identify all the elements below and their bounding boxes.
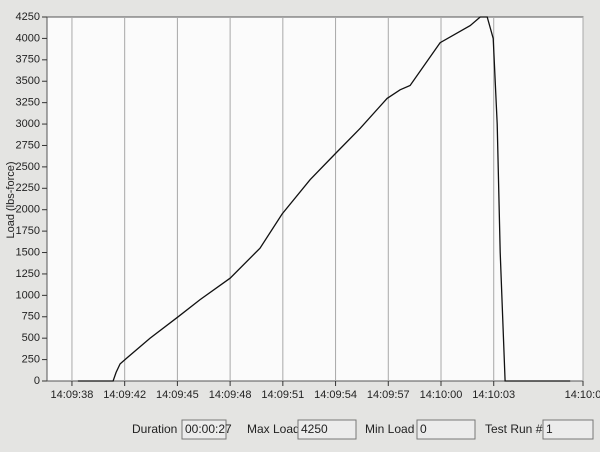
field-label: Duration bbox=[132, 422, 177, 436]
y-tick-label: 250 bbox=[22, 353, 40, 365]
x-tick-label: 14:09:57 bbox=[367, 389, 410, 401]
field-box bbox=[416, 419, 476, 440]
y-tick-label: 1750 bbox=[16, 225, 40, 237]
y-tick-label: 4250 bbox=[16, 11, 40, 23]
x-tick-label: 14:09:42 bbox=[103, 389, 146, 401]
field-value: 00:00:27 bbox=[185, 422, 232, 436]
x-tick-label: 14:10:03 bbox=[472, 389, 515, 401]
x-tick-label: 14:10:0 bbox=[565, 389, 600, 401]
y-tick-label: 500 bbox=[22, 332, 40, 344]
field-label: Test Run # bbox=[485, 422, 543, 436]
field-box bbox=[181, 419, 227, 440]
field-box bbox=[297, 419, 357, 440]
field-value: 1 bbox=[546, 422, 553, 436]
y-tick-label: 2000 bbox=[16, 204, 40, 216]
field-value: 4250 bbox=[301, 422, 328, 436]
y-tick-label: 3250 bbox=[16, 97, 40, 109]
field-label: Max Load bbox=[247, 422, 300, 436]
field-value: 0 bbox=[420, 422, 427, 436]
y-tick-label: 2750 bbox=[16, 139, 40, 151]
y-tick-label: 3500 bbox=[16, 75, 40, 87]
x-tick-label: 14:09:51 bbox=[261, 389, 304, 401]
y-tick-label: 1000 bbox=[16, 289, 40, 301]
y-tick-label: 2500 bbox=[16, 161, 40, 173]
x-tick-label: 14:09:54 bbox=[314, 389, 357, 401]
x-tick-label: 14:09:48 bbox=[209, 389, 252, 401]
y-tick-label: 750 bbox=[22, 311, 40, 323]
y-tick-label: 1250 bbox=[16, 268, 40, 280]
y-tick-label: 3750 bbox=[16, 54, 40, 66]
y-axis-label: Load (lbs-force) bbox=[5, 161, 17, 238]
y-tick-label: 2250 bbox=[16, 182, 40, 194]
x-tick-label: 14:10:00 bbox=[420, 389, 463, 401]
y-tick-label: 1500 bbox=[16, 246, 40, 258]
field-box bbox=[542, 419, 594, 440]
x-tick-label: 14:09:45 bbox=[156, 389, 199, 401]
y-tick-label: 0 bbox=[34, 375, 40, 387]
load-line bbox=[77, 16, 571, 382]
y-tick-label: 4000 bbox=[16, 32, 40, 44]
field-label: Min Load bbox=[365, 422, 414, 436]
y-tick-label: 3000 bbox=[16, 118, 40, 130]
x-tick-label: 14:09:38 bbox=[51, 389, 94, 401]
